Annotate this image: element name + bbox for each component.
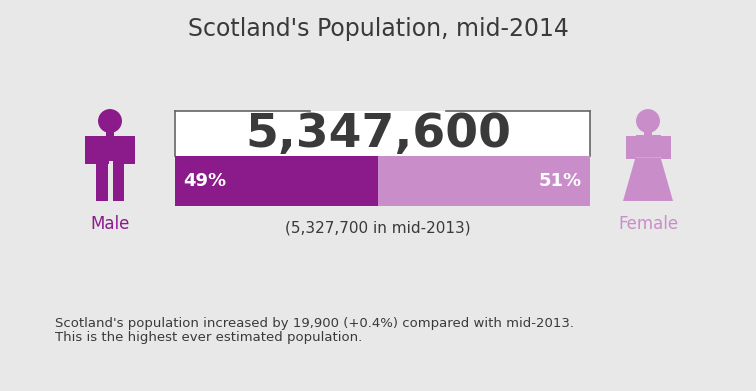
FancyBboxPatch shape — [125, 136, 135, 163]
FancyBboxPatch shape — [107, 122, 113, 137]
FancyBboxPatch shape — [96, 161, 107, 201]
Text: 5,347,600: 5,347,600 — [245, 111, 511, 156]
FancyBboxPatch shape — [644, 122, 652, 137]
FancyBboxPatch shape — [661, 136, 671, 158]
FancyBboxPatch shape — [175, 156, 378, 206]
FancyBboxPatch shape — [109, 161, 113, 201]
FancyBboxPatch shape — [95, 136, 125, 163]
Polygon shape — [95, 136, 125, 141]
FancyBboxPatch shape — [625, 136, 636, 158]
Polygon shape — [623, 157, 673, 201]
Text: Scotland's Population, mid-2014: Scotland's Population, mid-2014 — [187, 17, 569, 41]
Circle shape — [99, 110, 121, 132]
FancyBboxPatch shape — [113, 161, 124, 201]
FancyBboxPatch shape — [85, 136, 95, 163]
Text: This is the highest ever estimated population.: This is the highest ever estimated popul… — [55, 332, 362, 344]
Circle shape — [637, 110, 659, 132]
FancyBboxPatch shape — [637, 188, 646, 201]
Polygon shape — [636, 135, 661, 140]
Text: (5,327,700 in mid-2013): (5,327,700 in mid-2013) — [285, 221, 471, 235]
Text: Scotland's population increased by 19,900 (+0.4%) compared with mid-2013.: Scotland's population increased by 19,90… — [55, 316, 574, 330]
FancyBboxPatch shape — [175, 111, 590, 156]
FancyBboxPatch shape — [378, 156, 590, 206]
Text: 51%: 51% — [539, 172, 582, 190]
FancyBboxPatch shape — [636, 135, 661, 157]
Text: Female: Female — [618, 215, 678, 233]
FancyBboxPatch shape — [650, 188, 659, 201]
Text: Male: Male — [90, 215, 130, 233]
Text: 49%: 49% — [183, 172, 226, 190]
